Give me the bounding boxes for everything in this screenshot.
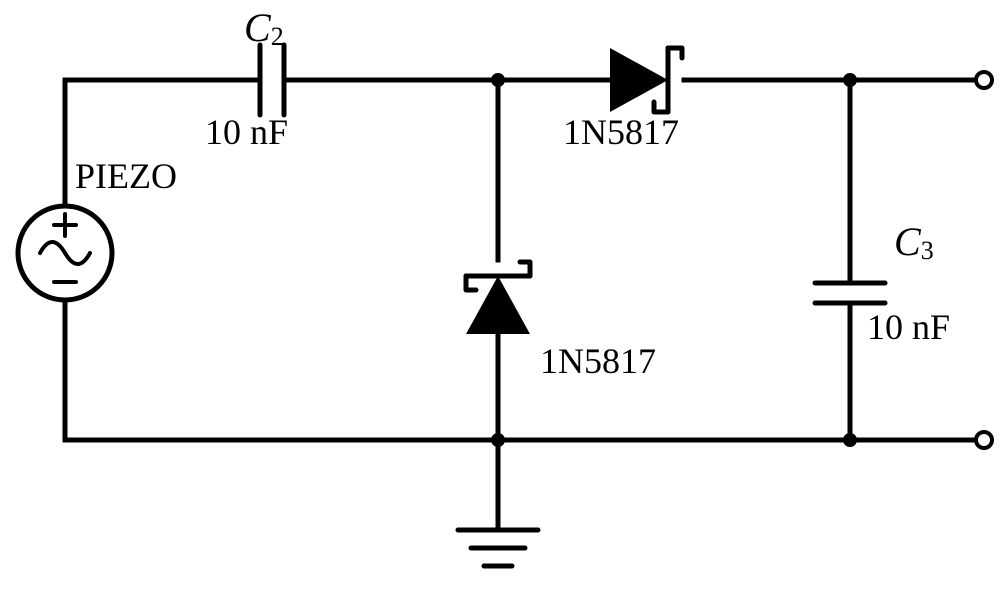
diode-d2 xyxy=(466,262,530,334)
piezo-source xyxy=(18,206,112,300)
node xyxy=(843,73,857,87)
node xyxy=(491,433,505,447)
diode-d1 xyxy=(610,48,682,112)
c3-refdes: C3 xyxy=(894,218,934,266)
node xyxy=(491,73,505,87)
output-terminal-bottom xyxy=(976,432,992,448)
circuit-diagram: { "diagram": { "type": "schematic-circui… xyxy=(0,0,1000,598)
c2-refdes: C2 xyxy=(244,4,284,52)
capacitor-c2 xyxy=(260,45,284,115)
d1-part: 1N5817 xyxy=(563,111,679,153)
piezo-label: PIEZO xyxy=(75,155,177,197)
ground-symbol xyxy=(458,530,538,566)
c3-value: 10 nF xyxy=(867,306,950,348)
schematic-svg xyxy=(0,0,1000,598)
output-terminal-top xyxy=(976,72,992,88)
c2-value: 10 nF xyxy=(205,111,288,153)
capacitor-c3 xyxy=(815,283,885,303)
node xyxy=(843,433,857,447)
d2-part: 1N5817 xyxy=(540,340,656,382)
